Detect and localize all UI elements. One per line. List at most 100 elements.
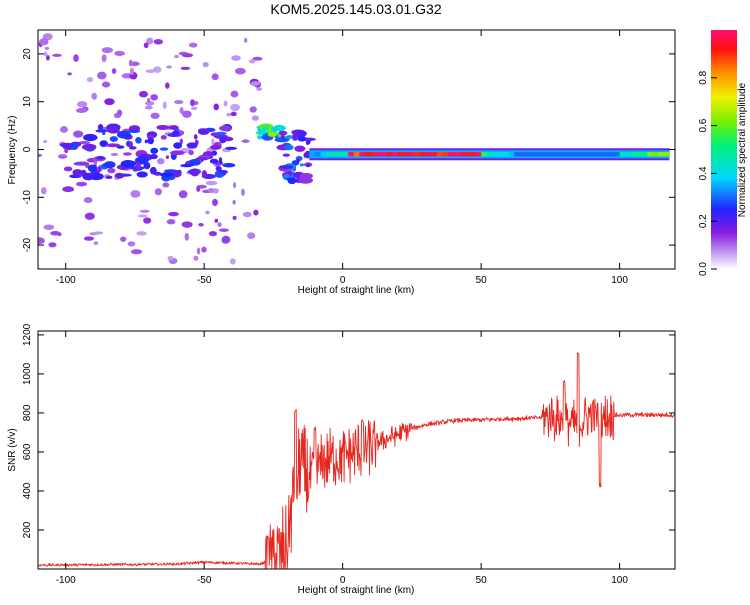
spectrogram-cell xyxy=(244,37,248,43)
spectrogram-cell xyxy=(117,130,131,139)
spectrogram-cell xyxy=(173,142,183,149)
spectrogram-cell xyxy=(150,147,159,154)
colorbar-label: Normalized spectral amplitude xyxy=(737,82,748,217)
spectrogram-cell xyxy=(553,152,560,157)
spectrogram-cell xyxy=(542,152,549,157)
spectrogram-cell xyxy=(111,68,117,74)
spectrogram-cell xyxy=(170,150,185,156)
spectrogram-cell xyxy=(230,90,239,98)
chart-title: KOM5.2025.145.03.01.G32 xyxy=(270,1,441,17)
spectrogram-cell xyxy=(160,135,167,140)
spectrogram-cell xyxy=(165,82,170,89)
spectrogram-cell xyxy=(215,165,222,172)
snr-y-axis-label: SNR (v/v) xyxy=(7,428,18,471)
spectrogram-cell xyxy=(288,170,293,176)
spectrogram-cell xyxy=(591,152,598,157)
spectrogram-cell xyxy=(38,153,43,158)
spectrogram-cell xyxy=(67,72,72,76)
spectrogram-cell xyxy=(211,73,219,81)
spectrogram-cell xyxy=(250,81,261,86)
spectrogram-cell xyxy=(258,124,266,130)
spectrogram-cell xyxy=(166,218,176,225)
spectrogram-cell xyxy=(46,54,50,61)
spectrogram-cell xyxy=(208,231,217,237)
spectrogram-cell xyxy=(619,152,626,157)
spectrogram-cell xyxy=(84,212,95,220)
spectrogram-cell xyxy=(95,129,108,133)
spectrogram-cell xyxy=(156,124,170,130)
spectrogram-cell xyxy=(120,159,136,168)
spectrogram-cell xyxy=(105,143,121,148)
spectrogram-cell xyxy=(50,231,61,236)
spectrogram-cell xyxy=(359,152,366,157)
spectrogram-cell xyxy=(284,144,294,151)
spectrogram-cell xyxy=(409,152,416,157)
spectrogram-cell xyxy=(149,153,158,160)
spectrogram-y-tick-label: 0 xyxy=(22,146,33,152)
spectrogram-cell xyxy=(475,152,482,157)
spectrogram-cell xyxy=(48,242,57,248)
spectrogram-cell xyxy=(144,105,153,110)
spectrogram-cell xyxy=(210,144,222,150)
snr-panel: -100 -50 0 50 100 200 400 600 800 1000 1200 Height… xyxy=(7,323,676,596)
spectrogram-cell xyxy=(83,236,95,241)
spectrogram-cell xyxy=(225,146,237,150)
spectrogram-x-tick-label: -50 xyxy=(197,275,212,286)
spectrogram-cell xyxy=(252,56,263,61)
spectrogram-cell xyxy=(232,199,236,205)
spectrogram-cell xyxy=(337,152,344,157)
spectrogram-cell xyxy=(314,152,321,157)
spectrogram-cell xyxy=(166,65,172,69)
spectrogram-cell xyxy=(114,50,126,56)
spectrogram-cell xyxy=(214,218,219,223)
spectrogram-cell xyxy=(190,99,195,107)
snr-x-tick-label: -50 xyxy=(197,575,212,586)
spectrogram-cell xyxy=(127,241,136,247)
spectrogram-cell xyxy=(281,165,294,170)
spectrogram-cell xyxy=(386,152,393,157)
spectrogram-cell xyxy=(143,161,151,170)
spectrogram-cell xyxy=(285,135,294,139)
spectrogram-cell xyxy=(586,152,593,157)
spectrogram-cell xyxy=(207,188,215,194)
spectrogram-cell xyxy=(168,125,179,130)
spectrogram-y-tick-label: 20 xyxy=(22,48,33,60)
spectrogram-cell xyxy=(91,92,98,100)
spectrogram-cell xyxy=(201,246,207,253)
spectrogram-cell xyxy=(195,157,209,161)
snr-x-tick-label: -100 xyxy=(56,575,76,586)
spectrogram-cell xyxy=(205,210,210,215)
spectrogram-cell xyxy=(107,127,120,134)
spectrogram-cell xyxy=(508,152,515,157)
spectrogram-cell xyxy=(274,137,290,143)
snr-x-axis-label: Height of straight line (km) xyxy=(298,585,415,596)
spectrogram-cell xyxy=(159,172,174,177)
spectrogram-cell xyxy=(64,148,69,154)
spectrogram-cell xyxy=(130,190,141,198)
spectrogram-cell xyxy=(181,221,193,228)
spectrogram-cell xyxy=(147,98,151,103)
spectrogram-cell xyxy=(171,130,180,137)
spectrogram-cell xyxy=(249,106,257,113)
spectrogram-cell xyxy=(304,150,311,159)
spectrogram-cell xyxy=(62,186,75,193)
spectrogram-cell xyxy=(63,166,73,172)
spectrogram-cell xyxy=(107,167,116,174)
spectrogram-cell xyxy=(38,237,45,245)
spectrogram-cell xyxy=(173,100,184,105)
spectrogram-cell xyxy=(431,152,438,157)
spectrogram-cell xyxy=(247,232,256,239)
spectrogram-cell xyxy=(425,152,432,157)
spectrogram-cell xyxy=(76,101,88,108)
colorbar-ticks: 0.0 0.2 0.4 0.6 0.8 xyxy=(698,70,717,276)
spectrogram-cell xyxy=(222,162,236,168)
spectrogram-cell xyxy=(392,152,399,157)
spectrogram-cell xyxy=(436,152,443,157)
spectrogram-cell xyxy=(348,152,355,157)
spectrogram-cell xyxy=(188,42,198,48)
spectrogram-cell xyxy=(190,168,200,177)
spectrogram-cell xyxy=(178,190,188,199)
